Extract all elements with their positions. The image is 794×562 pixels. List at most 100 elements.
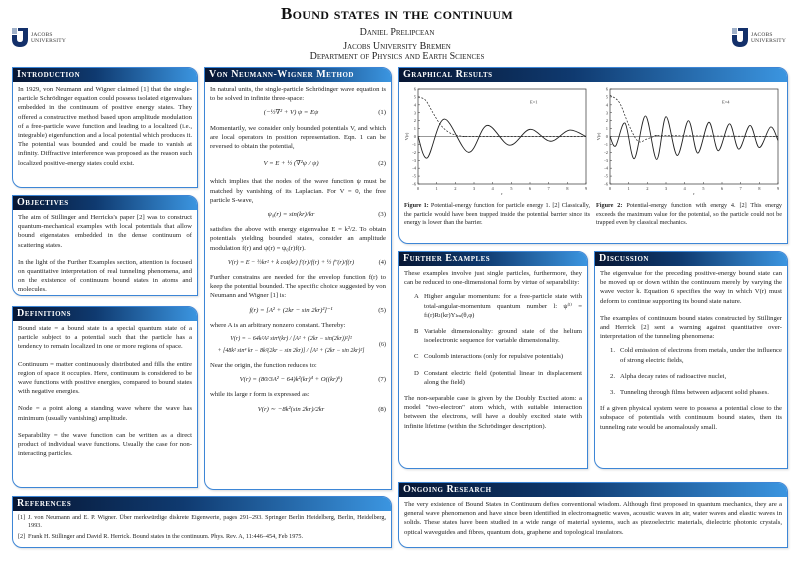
x-tick-label: 7: [740, 186, 743, 191]
y-tick-label: 5: [414, 94, 417, 99]
definition-item: Bound state = a bound state is a special…: [18, 325, 192, 351]
y-tick-label: 6: [414, 87, 417, 92]
jacobs-logo-icon: [12, 28, 28, 47]
figure-2-plot: 0 1 2 3 4 5 6 7 8 9 -6 -5 -4 -3 -2 -1 0 1 2 3 4 5 6 r V(r) E=4: [596, 87, 780, 197]
y-tick-label: 2: [414, 118, 416, 123]
list-item: 2. Alpha decay rates of radioactive nucle…: [610, 372, 727, 380]
envelope-curve: [609, 95, 779, 143]
y-tick-label: 5: [606, 94, 609, 99]
objectives-section: Objectives The aim of Stillinger and Her…: [12, 195, 198, 296]
section-title: Von Neumann-Wigner Method: [205, 68, 391, 82]
y-axis-label: V(r): [596, 132, 601, 140]
equation-2: V = E + ½ (∇²ψ / ψ) (2): [263, 160, 386, 168]
x-tick-label: 0: [609, 186, 612, 191]
discussion-text: If a given physical system were to posse…: [600, 405, 782, 431]
section-title: Introduction: [13, 68, 197, 82]
y-tick-label: -6: [604, 182, 608, 187]
author: Daniel Prelipcean: [359, 27, 435, 38]
x-tick-label: 2: [454, 186, 456, 191]
jacobs-logo-icon: [732, 28, 748, 47]
x-axis-label: r: [693, 191, 695, 196]
figure-1: 0 1 2 3 4 5 6 7 8 9 -6 -5 -4 -3 -2 -1 0 1 2 3 4 5 6 r V(r) E=1 Fi…: [404, 86, 590, 227]
equation-7: V(r) = (80/3A² − 64)k²(kr)⁴ + O((kr)⁶) (7…: [239, 376, 386, 384]
y-tick-label: 1: [606, 126, 608, 131]
y-tick-label: 3: [606, 110, 609, 115]
ongoing-research-section: Ongoing Research The very existence of B…: [398, 482, 788, 548]
further-examples-section: Further Examples These examples involve …: [398, 251, 588, 469]
discussion-text: The eigenvalue for the preceding positiv…: [600, 270, 782, 305]
y-axis-label: V(r): [404, 132, 409, 140]
section-title: References: [13, 497, 391, 511]
introduction-text: In 1929, von Neumann and Wigner claimed …: [18, 86, 192, 167]
method-section: Von Neumann-Wigner Method In natural uni…: [204, 67, 392, 490]
y-tick-label: -5: [604, 174, 608, 179]
x-tick-label: 9: [777, 186, 780, 191]
y-tick-label: -1: [412, 142, 416, 147]
y-tick-label: -3: [412, 158, 416, 163]
y-tick-label: -2: [412, 150, 416, 155]
definition-item: Separability = the wave function can be …: [18, 431, 192, 458]
potential-curve: [609, 115, 779, 160]
department: Department of Physics and Earth Sciences: [309, 51, 485, 62]
definition-item: Continuum = matter continuously distribu…: [18, 360, 192, 396]
method-text: Near the origin, the function reduces to…: [210, 362, 317, 370]
y-tick-label: -1: [604, 142, 608, 147]
y-tick-label: 6: [606, 87, 609, 92]
y-tick-label: -3: [604, 158, 608, 163]
energy-annotation: E=4: [722, 99, 730, 104]
y-tick-label: 4: [414, 102, 417, 107]
equation-4: V(r) = E − ½kr² + k cot(kr) f′(r)/f(r) +…: [227, 258, 386, 266]
section-title: Further Examples: [399, 252, 587, 266]
objectives-text: The aim of Stillinger and Herricks's pap…: [18, 214, 192, 249]
x-tick-label: 3: [473, 186, 476, 191]
x-tick-label: 5: [702, 186, 705, 191]
y-tick-label: 1: [414, 126, 416, 131]
university-logo-right: JACOBS UNIVERSITY: [732, 28, 786, 48]
x-tick-label: 4: [492, 186, 495, 191]
x-tick-label: 8: [566, 186, 569, 191]
method-text: where A is an arbitrary nonzero constant…: [210, 321, 346, 329]
x-tick-label: 4: [684, 186, 687, 191]
method-text: Further constrains are needed for the en…: [210, 274, 386, 300]
definitions-section: Definitions Bound state = a bound state …: [12, 306, 198, 488]
potential-curve: [417, 118, 587, 159]
discussion-text: The examples of continuum bound states c…: [600, 314, 782, 341]
figure-2-caption: Figure 2: Potential-energy function with…: [596, 202, 783, 226]
poster-title: Bound states in the continuum: [281, 4, 513, 23]
reference-item: [2] Frank H. Stillinger and David R. Herr…: [18, 533, 304, 540]
y-tick-label: -5: [412, 174, 416, 179]
method-text: In natural units, the single-particle Sc…: [210, 86, 386, 103]
graphical-results-section: Graphical Results 0 1 2 3 4 5 6 7 8 9 -6 -5 -4 -3 -2 -1…: [398, 67, 788, 244]
list-item: 1. Cold emission of electrons from metals…: [610, 347, 782, 364]
logo-text: JACOBS: [31, 32, 53, 38]
x-tick-label: 6: [721, 186, 724, 191]
x-tick-label: 8: [758, 186, 761, 191]
y-tick-label: -6: [412, 182, 416, 187]
section-title: Ongoing Research: [399, 483, 787, 497]
list-item: D Constant electric field (potential line…: [414, 369, 582, 386]
list-item: B Variable dimensionality: ground state o…: [414, 328, 582, 345]
x-tick-label: 7: [548, 186, 551, 191]
y-tick-label: -4: [604, 166, 608, 171]
y-tick-label: 0: [606, 134, 609, 139]
section-title: Definitions: [13, 307, 197, 321]
logo-text: UNIVERSITY: [31, 38, 66, 44]
y-tick-label: -4: [412, 166, 416, 171]
x-tick-label: 6: [529, 186, 532, 191]
x-tick-label: 0: [417, 186, 420, 191]
logo-text: UNIVERSITY: [751, 38, 786, 44]
x-tick-label: 3: [665, 186, 668, 191]
equation-5: f(r) = [A² + (2kr − sin 2kr)²]⁻¹ (5): [249, 306, 386, 314]
introduction-section: Introduction In 1929, von Neumann and Wi…: [12, 67, 198, 188]
x-tick-label: 1: [436, 186, 438, 191]
further-outro: The non-separable case is given by the D…: [404, 395, 582, 430]
equation-3: ψ₀(r) = sin(kr)/kr (3): [267, 211, 386, 219]
method-text: while its large r form is expressed as:: [210, 391, 310, 399]
y-tick-label: -2: [604, 150, 608, 155]
list-item: A Higher angular momentum: for a free-par…: [414, 293, 582, 319]
x-axis-label: r: [501, 191, 503, 196]
ongoing-text: The very existence of Bound States in Co…: [404, 501, 782, 536]
section-title: Graphical Results: [399, 68, 787, 82]
equation-8: V(r) ∼ −8k²(sin 2kr)/2kr (8): [257, 405, 386, 413]
method-text: Momentarily, we consider only bounded po…: [210, 124, 386, 151]
